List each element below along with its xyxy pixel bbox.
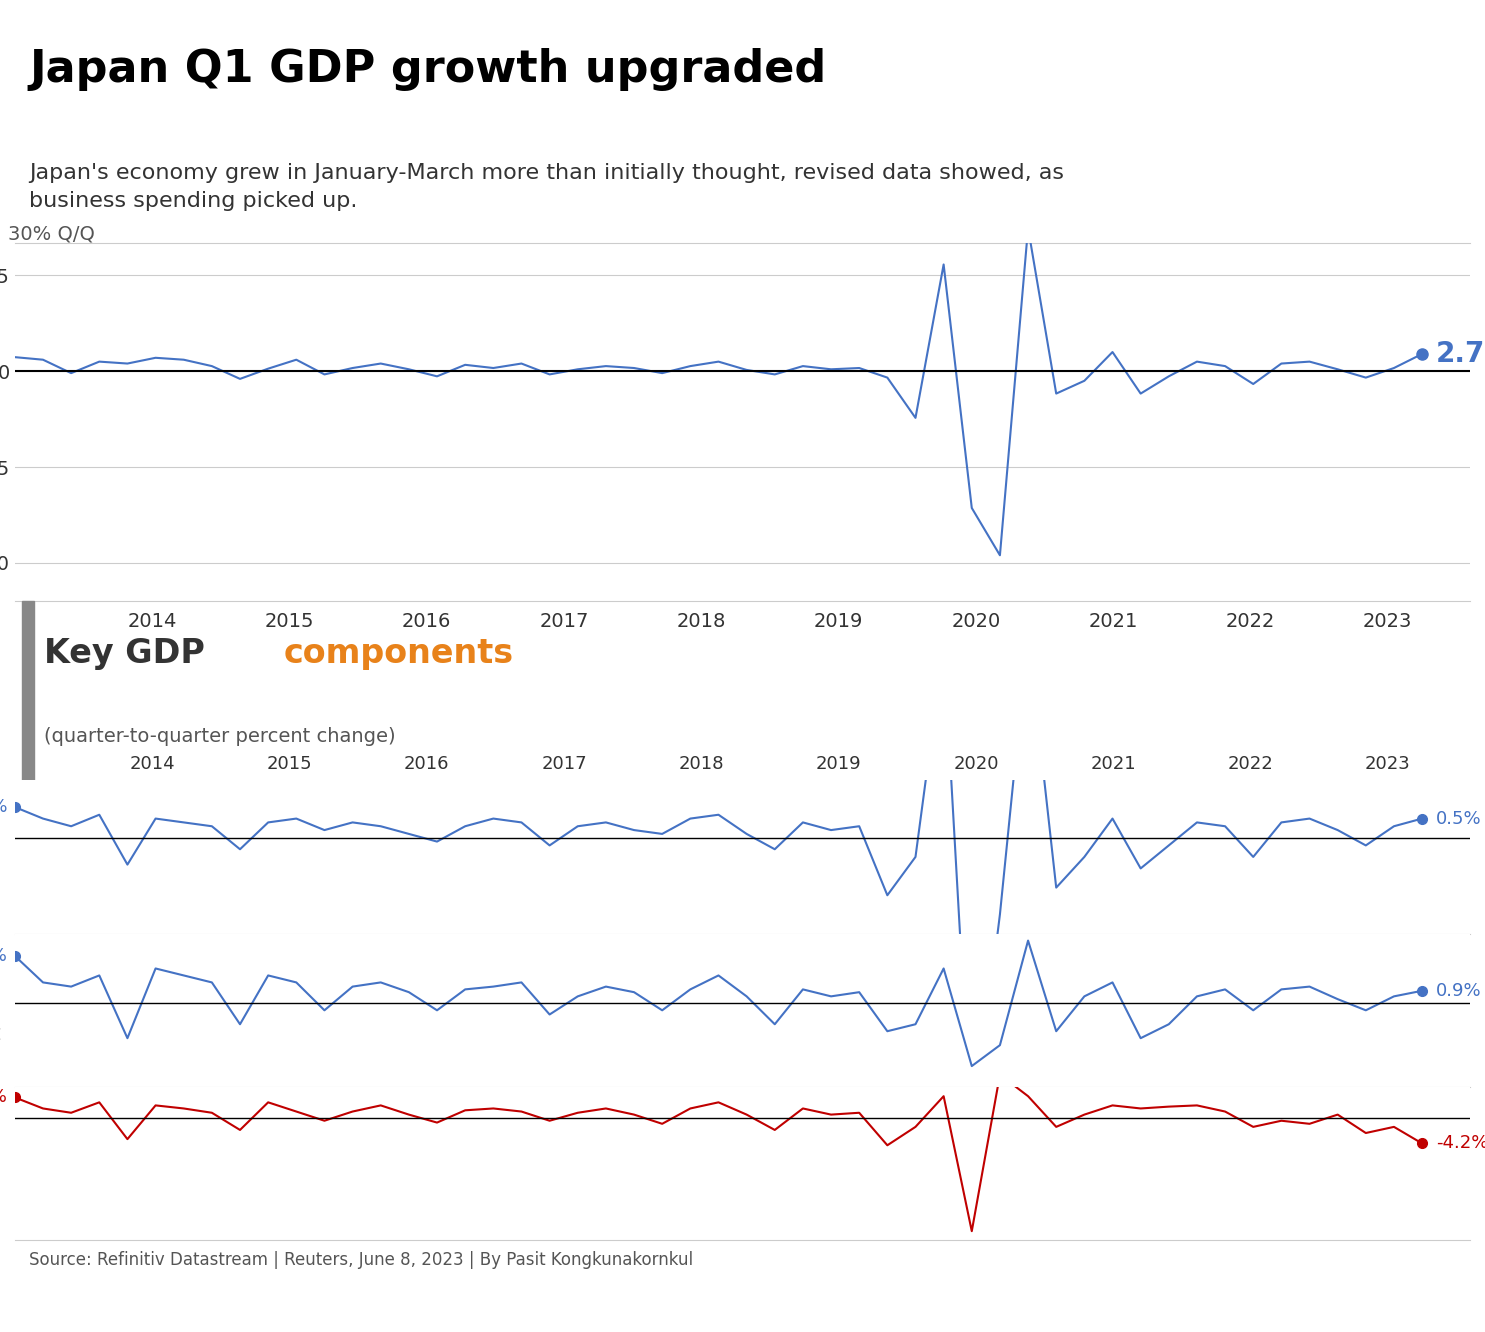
Text: 0.5%: 0.5% bbox=[1436, 810, 1482, 827]
Text: 0.8%: 0.8% bbox=[0, 798, 7, 817]
Text: Japan's economy grew in January-March more than initially thought, revised data : Japan's economy grew in January-March mo… bbox=[30, 163, 1065, 210]
Text: 2.7%: 2.7% bbox=[1436, 340, 1485, 368]
Text: 0.9%: 0.9% bbox=[1436, 982, 1482, 1000]
Text: Key GDP: Key GDP bbox=[45, 637, 217, 670]
Text: (quarter-to-quarter percent change): (quarter-to-quarter percent change) bbox=[45, 726, 395, 746]
Text: 3.3%: 3.3% bbox=[0, 1088, 7, 1107]
Bar bbox=[22, 601, 34, 781]
Text: 3.4%: 3.4% bbox=[0, 947, 7, 964]
Text: -4.2%: -4.2% bbox=[1436, 1135, 1485, 1152]
Text: 30% Q/Q: 30% Q/Q bbox=[7, 224, 95, 244]
Text: components: components bbox=[284, 637, 514, 670]
Text: Source: Refinitiv Datastream | Reuters, June 8, 2023 | By Pasit Kongkunakornkul: Source: Refinitiv Datastream | Reuters, … bbox=[30, 1251, 693, 1268]
Text: Japan Q1 GDP growth upgraded: Japan Q1 GDP growth upgraded bbox=[30, 48, 827, 91]
